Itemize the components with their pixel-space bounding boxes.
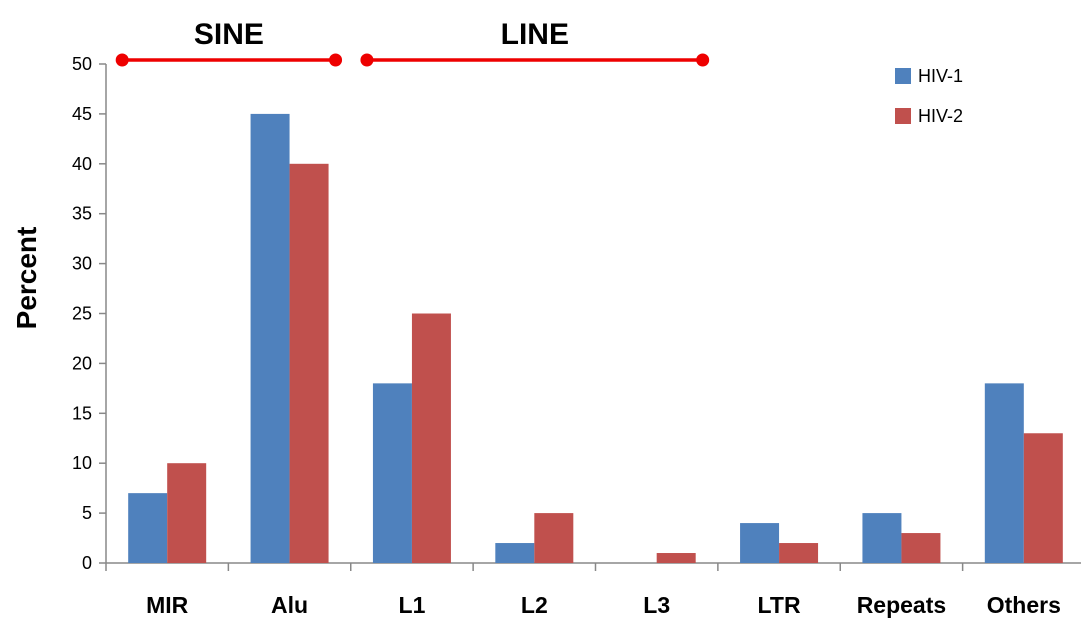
y-tick-label: 30	[72, 254, 92, 274]
bar-hiv-2-repeats	[901, 533, 941, 563]
bar-hiv-2-alu	[289, 163, 329, 564]
bars	[128, 113, 1063, 564]
bar-hiv-2-mir	[167, 463, 207, 563]
bar-hiv-1-l1	[372, 383, 412, 563]
legend-swatch-hiv-1	[895, 68, 911, 84]
x-category-label: L2	[521, 592, 548, 618]
legend-label-hiv-2: HIV-2	[918, 106, 963, 126]
y-tick-label: 25	[72, 304, 92, 324]
y-axis-label: Percent	[11, 227, 42, 330]
bar-hiv-2-l3	[656, 553, 696, 563]
y-tick-label: 40	[72, 154, 92, 174]
x-category-label: L1	[399, 592, 426, 618]
bar-hiv-1-mir	[128, 493, 168, 563]
sine-bracket-start-dot	[115, 53, 129, 67]
sine-group-label: SINE	[194, 18, 264, 51]
line-bracket-start-dot	[360, 53, 374, 67]
x-category-label: LTR	[758, 592, 801, 618]
y-tick-label: 45	[72, 104, 92, 124]
bar-hiv-2-others	[1023, 433, 1063, 563]
bar-hiv-2-l2	[534, 513, 574, 563]
y-tick-label: 5	[82, 503, 92, 523]
y-tick-label: 10	[72, 453, 92, 473]
y-tick-label: 0	[82, 553, 92, 573]
x-category-label: MIR	[146, 592, 189, 618]
bar-hiv-1-l2	[495, 543, 535, 563]
tick-labels: 0 5 10 15 20 25 30 35 40 45 50	[72, 54, 92, 573]
y-tick-label: 35	[72, 204, 92, 224]
axes	[99, 63, 1081, 571]
bar-hiv-1-ltr	[740, 523, 780, 563]
sine-bracket-end-dot	[329, 53, 343, 67]
bar-hiv-2-ltr	[779, 543, 819, 563]
legend-label-hiv-1: HIV-1	[918, 66, 963, 86]
category-labels: MIR Alu L1 L2 L3 LTR Repeats Others	[146, 592, 1061, 618]
y-tick-label: 50	[72, 54, 92, 74]
group-annotations: SINE LINE	[115, 18, 710, 67]
bar-hiv-1-repeats	[862, 513, 902, 563]
bar-hiv-1-others	[984, 383, 1024, 563]
x-category-label: Alu	[271, 592, 308, 618]
line-group-label: LINE	[501, 18, 569, 51]
x-category-label: Repeats	[857, 592, 946, 618]
x-category-label: L3	[643, 592, 670, 618]
y-tick-label: 20	[72, 353, 92, 373]
x-category-label: Others	[987, 592, 1061, 618]
y-tick-label: 15	[72, 403, 92, 423]
legend: HIV-1 HIV-2	[895, 66, 963, 126]
bar-hiv-2-l1	[411, 313, 451, 563]
line-bracket-end-dot	[696, 53, 710, 67]
legend-swatch-hiv-2	[895, 108, 911, 124]
bar-hiv-1-alu	[250, 113, 290, 564]
